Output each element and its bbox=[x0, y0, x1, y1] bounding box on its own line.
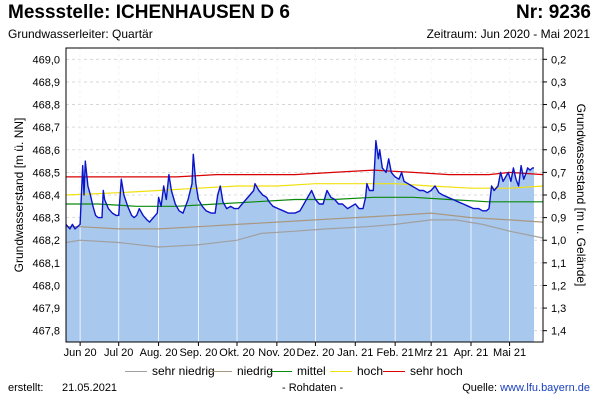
y-tick-label: 468,9 bbox=[32, 77, 60, 89]
series-layer bbox=[65, 139, 544, 248]
legend-label: sehr niedrig bbox=[152, 364, 215, 378]
y-tick-label: 468,5 bbox=[32, 167, 60, 179]
legend-swatch bbox=[125, 371, 147, 373]
legend-item-sehr-niedrig: sehr niedrig bbox=[125, 362, 215, 380]
sehr-hoch-line bbox=[66, 169, 544, 178]
x-tick-label: Mai 21 bbox=[493, 347, 526, 359]
y-right-tick-label: 1,2 bbox=[551, 280, 566, 292]
x-tick-label: Feb. 21 bbox=[376, 347, 413, 359]
y-tick-label: 468,3 bbox=[32, 213, 60, 225]
created-date: 21.05.2021 bbox=[62, 382, 118, 394]
y-right-tick-label: 0,4 bbox=[551, 100, 566, 112]
y-tick-label: 468,2 bbox=[32, 235, 60, 247]
x-tick-label: Sep. 20 bbox=[179, 347, 217, 359]
created-label: erstellt: bbox=[8, 382, 44, 394]
station-number: Nr: 9236 bbox=[516, 2, 591, 23]
y-right-tick-label: 1,1 bbox=[551, 258, 566, 270]
mittel-line bbox=[66, 196, 543, 207]
y-tick-label: 469,0 bbox=[32, 54, 60, 66]
hoch-line bbox=[65, 183, 544, 196]
legend-label: hoch bbox=[357, 364, 384, 378]
y-right-tick-label: 0,2 bbox=[551, 54, 566, 66]
y-axis-label-left: Grundwasserstand [m ü. NN] bbox=[12, 118, 26, 273]
y-tick-label: 468,6 bbox=[32, 145, 60, 157]
x-tick-label: Jun 20 bbox=[64, 347, 97, 359]
y-right-tick-label: 0,5 bbox=[551, 122, 566, 134]
legend-item-niedrig: niedrig bbox=[210, 362, 273, 380]
y-tick-label: 468,4 bbox=[32, 190, 60, 202]
x-tick-label: Mrz 21 bbox=[414, 347, 448, 359]
legend-swatch bbox=[270, 371, 292, 373]
legend-item-mittel: mittel bbox=[270, 362, 326, 380]
legend-item-hoch: hoch bbox=[330, 362, 383, 380]
legend-swatch bbox=[330, 371, 352, 373]
x-tick-label: Dez. 20 bbox=[296, 347, 334, 359]
legend-item-sehr-hoch: sehr hoch bbox=[383, 362, 463, 380]
x-tick-label: Nov. 20 bbox=[258, 347, 295, 359]
y-right-tick-label: 0,7 bbox=[551, 167, 566, 179]
y-tick-label: 468,1 bbox=[32, 258, 60, 270]
legend-swatch bbox=[383, 371, 405, 373]
x-tick-label: Jan. 21 bbox=[337, 347, 373, 359]
raw-data-note: - Rohdaten - bbox=[282, 382, 344, 394]
area-layer bbox=[66, 48, 534, 342]
y-right-tick-label: 0,9 bbox=[551, 213, 566, 225]
y-tick-label: 467,9 bbox=[32, 303, 60, 315]
y-tick-label: 467,8 bbox=[32, 326, 60, 338]
y-right-tick-label: 0,6 bbox=[551, 145, 566, 157]
source-credit: Quelle: www.lfu.bayern.de bbox=[462, 382, 590, 394]
station-title: Messstelle: ICHENHAUSEN D 6 bbox=[8, 2, 290, 23]
x-tick-label: Apr. 21 bbox=[454, 347, 489, 359]
x-tick-label: Jul 20 bbox=[104, 347, 133, 359]
y-right-tick-label: 1,0 bbox=[551, 235, 566, 247]
measured-line bbox=[65, 139, 534, 230]
source-label: Quelle: bbox=[462, 382, 498, 394]
y-right-tick-label: 1,3 bbox=[551, 303, 566, 315]
y-tick-label: 468,7 bbox=[32, 122, 60, 134]
legend-label: niedrig bbox=[237, 364, 274, 378]
y-right-tick-label: 0,8 bbox=[551, 190, 566, 202]
legend-swatch bbox=[210, 371, 232, 373]
x-tick-label: Okt. 20 bbox=[219, 347, 254, 359]
niedrig-line bbox=[66, 212, 544, 230]
source-link[interactable]: www.lfu.bayern.de bbox=[500, 382, 590, 394]
aquifer-label: Grundwasserleiter: Quartär bbox=[8, 27, 153, 41]
sehr-niedrig-line bbox=[65, 219, 544, 248]
y-right-tick-label: 0,3 bbox=[551, 77, 566, 89]
measured-area bbox=[66, 140, 534, 342]
y-tick-label: 468,8 bbox=[32, 100, 60, 112]
legend: sehr niedrig niedrig mittel hoch sehr hoch bbox=[0, 362, 600, 380]
legend-label: sehr hoch bbox=[410, 364, 463, 378]
y-tick-label: 468,0 bbox=[32, 280, 60, 292]
legend-label: mittel bbox=[297, 364, 326, 378]
y-axis-label-right: Grundwasserstand [m u. Gelände] bbox=[574, 104, 588, 287]
tick-layer: 467,8 467,9 468,0 468,1 468,2 468,3 468,4 468,5… bbox=[32, 54, 566, 359]
period-label: Zeitraum: Jun 2020 - Mai 2021 bbox=[426, 27, 590, 41]
x-tick-label: Aug. 20 bbox=[140, 347, 178, 359]
y-right-tick-label: 1,4 bbox=[551, 326, 566, 338]
